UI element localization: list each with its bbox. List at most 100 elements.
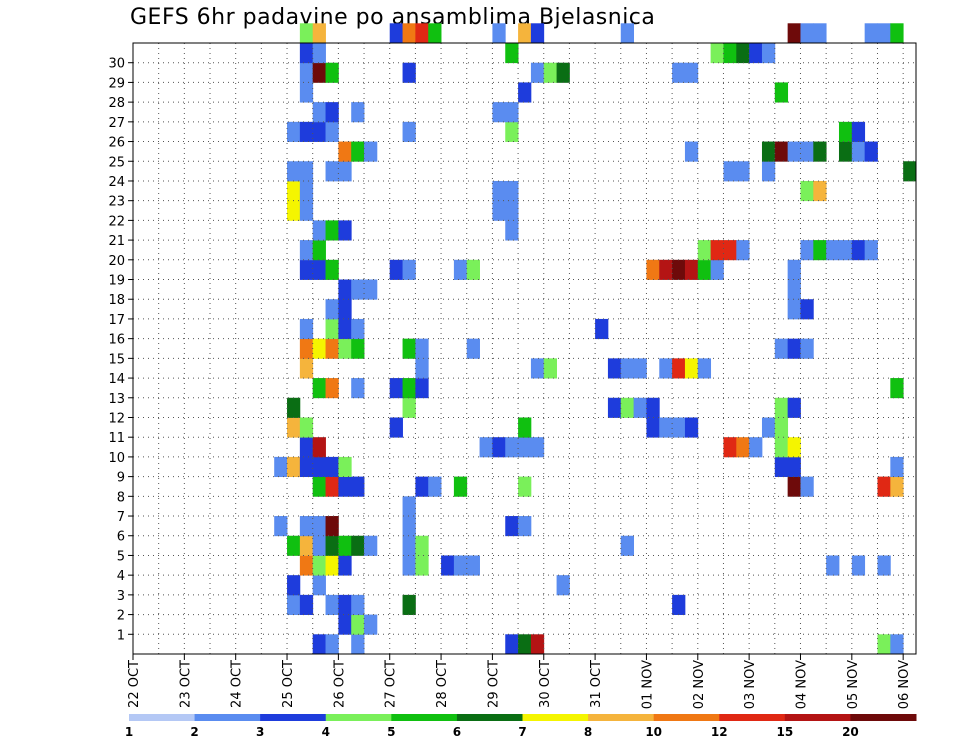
heatmap-cell (364, 535, 378, 556)
heatmap-cell (505, 200, 519, 221)
heatmap-cell (338, 594, 352, 615)
heatmap-cell (351, 338, 365, 359)
heatmap-cell (287, 456, 301, 478)
y-tick-label: 7 (117, 510, 125, 525)
heatmap-cell (299, 437, 314, 458)
y-tick-label: 4 (117, 569, 125, 584)
heatmap-cell (325, 555, 339, 576)
heatmap-cell (338, 338, 352, 359)
heatmap-cell (710, 240, 724, 261)
heatmap-cell (800, 338, 814, 359)
heatmap-cell (749, 43, 763, 64)
x-tick-label: 06 NOV (897, 660, 912, 709)
heatmap-cell (800, 476, 814, 497)
heatmap-cell (684, 259, 699, 280)
heatmap-cell (351, 378, 365, 399)
heatmap-cell (518, 82, 532, 103)
x-tick-label: 22 OCT (127, 660, 142, 708)
heatmap-cell (312, 220, 326, 241)
heatmap-cell (364, 614, 378, 635)
heatmap-cell (864, 240, 878, 261)
heatmap-cell (389, 259, 403, 280)
y-tick-label: 17 (108, 313, 125, 328)
heatmap-cell (723, 437, 737, 458)
colorbar-label: 12 (711, 725, 728, 739)
heatmap-cell (364, 279, 378, 300)
heatmap-cell (351, 476, 365, 497)
y-tick-label: 11 (108, 431, 125, 446)
heatmap-cell (351, 614, 365, 635)
heatmap-cell (890, 456, 904, 478)
heatmap-cell (312, 456, 326, 478)
colorbar-swatch (129, 714, 196, 721)
y-tick-label: 1 (117, 628, 125, 643)
heatmap-cell (607, 358, 622, 379)
y-tick-label: 3 (117, 589, 125, 604)
heatmap-cell (620, 535, 635, 556)
heatmap-cell (338, 220, 352, 241)
heatmap-cell (736, 43, 750, 64)
heatmap-cell (402, 62, 416, 83)
heatmap-cell (299, 23, 314, 44)
heatmap-cell (325, 378, 339, 399)
heatmap-cell (274, 516, 288, 537)
heatmap-cell (312, 259, 326, 280)
heatmap-cell (813, 180, 827, 202)
heatmap-cell (325, 259, 339, 280)
heatmap-cell (800, 240, 814, 261)
y-tick-label: 8 (117, 490, 125, 505)
heatmap-cell (287, 200, 301, 221)
colorbar-label: 7 (518, 725, 526, 739)
heatmap-cell (325, 62, 339, 83)
heatmap-cell (325, 476, 339, 497)
heatmap-cell (351, 141, 365, 162)
heatmap-cell (877, 23, 891, 44)
heatmap-cell (518, 23, 532, 44)
heatmap-cell (402, 121, 416, 142)
x-tick-label: 04 NOV (794, 660, 809, 709)
y-tick-label: 28 (108, 96, 125, 111)
heatmap-cell (351, 279, 365, 300)
heatmap-cell (299, 318, 314, 340)
heatmap-cell (453, 476, 468, 497)
heatmap-cell (299, 62, 314, 83)
heatmap-cell (338, 141, 352, 162)
heatmap-cell (697, 358, 712, 379)
heatmap-cell (299, 82, 314, 103)
heatmap-cell (312, 476, 326, 497)
heatmap-cell (723, 43, 737, 64)
heatmap-cell (851, 240, 866, 261)
heatmap-cell (428, 476, 442, 497)
heatmap-cell (338, 318, 352, 340)
heatmap-cell (633, 397, 647, 418)
heatmap-cell (774, 437, 789, 458)
y-tick-label: 22 (108, 214, 125, 229)
heatmap-cell (774, 456, 789, 478)
colorbar-label: 5 (387, 725, 395, 739)
y-tick-label: 24 (108, 175, 125, 190)
heatmap-cell (710, 43, 724, 64)
heatmap-cell (389, 23, 403, 44)
heatmap-cell (890, 476, 904, 497)
heatmap-cell (518, 634, 532, 655)
heatmap-cell (351, 634, 365, 655)
heatmap-cell (556, 62, 570, 83)
heatmap-cell (325, 338, 339, 359)
heatmap-cell (402, 535, 416, 556)
colorbar-label: 15 (776, 725, 793, 739)
heatmap-cell (813, 141, 827, 162)
heatmap-cell (530, 23, 545, 44)
heatmap-cell (646, 397, 660, 418)
heatmap-cell (838, 240, 853, 261)
heatmap-cell (787, 397, 801, 418)
colorbar-swatch (522, 714, 589, 721)
y-tick-label: 14 (108, 372, 125, 387)
heatmap-cell (325, 516, 339, 537)
heatmap-cell (530, 358, 545, 379)
heatmap-cell (761, 417, 776, 438)
heatmap-cell (851, 555, 866, 576)
heatmap-cell (877, 555, 891, 576)
heatmap-cell (672, 417, 686, 438)
y-tick-label: 13 (108, 392, 125, 407)
